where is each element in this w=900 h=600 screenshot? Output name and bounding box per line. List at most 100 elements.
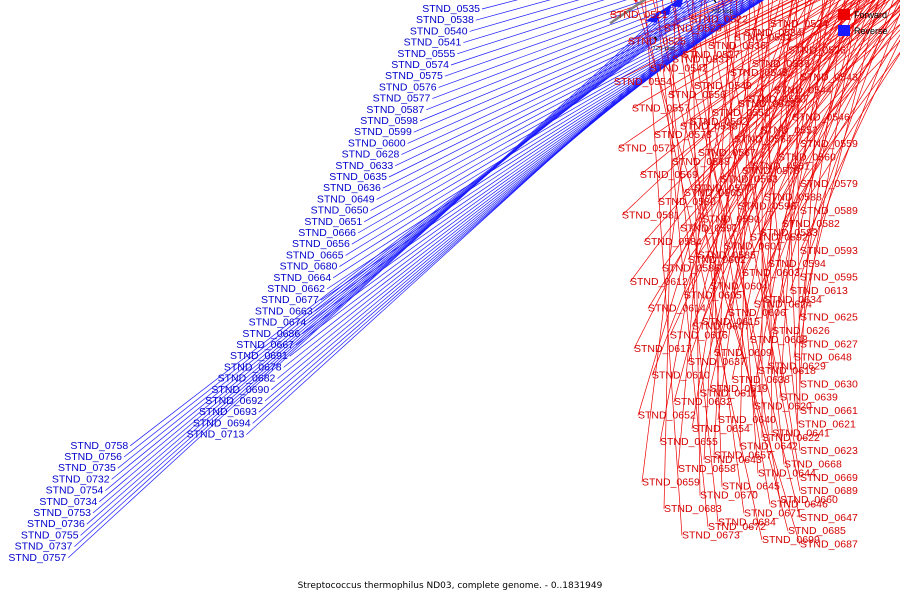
gene-label-stnd-0660: STND_0660	[780, 494, 838, 506]
gene-label-stnd-0524: STND_0524	[770, 18, 828, 30]
gene-label-stnd-0573: STND_0573	[654, 129, 712, 141]
leader-line-stnd-0587	[426, 0, 705, 111]
gene-label-stnd-0585: STND_0585	[698, 249, 756, 261]
gene-label-stnd-0578: STND_0578	[742, 165, 800, 177]
leader-line-stnd-0564	[733, 0, 900, 140]
leader-line-stnd-0582	[781, 34, 900, 225]
gene-label-stnd-0647: STND_0647	[800, 512, 858, 524]
gene-label-stnd-0629: STND_0629	[768, 361, 826, 373]
scale-tick-label: 700 kbp	[711, 9, 734, 15]
gene-label-stnd-0670: STND_0670	[700, 490, 758, 502]
gene-label-stnd-0646: STND_0646	[770, 499, 828, 511]
gene-label-stnd-0645: STND_0645	[722, 481, 780, 493]
gene-label-stnd-0662: STND_0662	[267, 283, 325, 295]
gene-label-stnd-0555: STND_0555	[397, 48, 455, 60]
gene-label-stnd-0635: STND_0635	[329, 171, 387, 183]
leader-line-stnd-0628	[401, 0, 739, 155]
leader-line-stnd-0630	[799, 0, 823, 385]
leader-line-stnd-0629	[767, 0, 832, 367]
leader-line-stnd-0669	[721, 0, 801, 478]
gene-label-stnd-0624: STND_0624	[754, 298, 812, 310]
leader-line-stnd-0560	[777, 29, 900, 158]
leader-line-stnd-0611	[699, 0, 794, 394]
leader-line-stnd-0689	[705, 0, 801, 492]
gene-label-stnd-0611: STND_0611	[700, 387, 757, 399]
leader-line-stnd-0662	[326, 0, 763, 290]
gene-label-stnd-0641: STND_0641	[772, 427, 830, 439]
gene-label-stnd-0576: STND_0576	[379, 81, 437, 93]
leader-line-stnd-0551	[711, 0, 875, 114]
leader-line-stnd-0734	[98, 0, 695, 503]
gene-label-stnd-0588: STND_0588	[764, 191, 822, 203]
leader-line-stnd-0660	[692, 0, 781, 501]
leader-line-stnd-0642	[739, 0, 751, 447]
gene-label-stnd-0628: STND_0628	[342, 149, 400, 161]
map-caption: Streptococcus thermophilus ND03, complet…	[298, 581, 603, 591]
gene-label-stnd-0654: STND_0654	[692, 423, 750, 435]
leader-line-stnd-0621	[781, 0, 799, 425]
gene-label-stnd-0619: STND_0619	[710, 383, 768, 395]
leader-line-stnd-0687	[634, 0, 801, 545]
gene-label-stnd-0608: STND_0608	[750, 334, 808, 346]
gene-label-stnd-0592: STND_0592	[750, 232, 808, 244]
gene-label-stnd-0674: STND_0674	[249, 317, 307, 329]
leader-line-stnd-0556	[667, 0, 832, 96]
leader-line-stnd-0637	[687, 0, 815, 363]
legend-swatch-reverse	[838, 25, 850, 36]
leader-line-stnd-0671	[673, 0, 745, 514]
gene-label-stnd-0756: STND_0756	[64, 451, 122, 463]
gene-label-stnd-0586: STND_0586	[662, 263, 720, 275]
gene-arrow-stnd-0687	[633, 0, 638, 3]
gene-label-stnd-0614: STND_0614	[648, 303, 706, 315]
gene-label-stnd-0644: STND_0644	[758, 467, 816, 479]
legend-swatch-forward	[838, 9, 850, 20]
gene-label-stnd-0732: STND_0732	[52, 473, 110, 485]
leader-line-stnd-0565	[683, 0, 880, 194]
gene-label-stnd-0574: STND_0574	[391, 59, 449, 71]
leader-line-stnd-0699	[640, 0, 763, 541]
gene-label-stnd-0558: STND_0558	[680, 120, 738, 132]
gene-label-stnd-0523: STND_0523	[664, 22, 722, 34]
leader-line-stnd-0661	[796, 0, 801, 412]
leader-line-stnd-0757	[67, 19, 656, 559]
gene-label-stnd-0595: STND_0595	[800, 272, 858, 284]
gene-label-stnd-0757: STND_0757	[8, 552, 66, 564]
leader-line-stnd-0732	[111, 0, 701, 480]
gene-label-stnd-0687: STND_0687	[800, 539, 858, 551]
leader-line-stnd-0555	[457, 0, 627, 55]
gene-label-stnd-0537: STND_0537	[672, 54, 730, 66]
gene-label-stnd-0589: STND_0589	[800, 205, 858, 217]
gene-label-stnd-0642: STND_0642	[740, 441, 798, 453]
gene-label-stnd-0666: STND_0666	[298, 227, 356, 239]
gene-label-stnd-0621: STND_0621	[798, 418, 856, 430]
leader-line-stnd-0665	[345, 0, 765, 256]
leader-line-stnd-0625	[799, 0, 880, 318]
gene-label-stnd-0627: STND_0627	[800, 338, 858, 350]
gene-label-stnd-0617: STND_0617	[634, 343, 692, 355]
leader-line-stnd-0641	[768, 0, 773, 434]
gene-label-stnd-0616: STND_0616	[670, 329, 728, 341]
leader-line-stnd-0684	[661, 0, 719, 523]
leader-line-stnd-0576	[438, 0, 680, 88]
gene-label-stnd-0594: STND_0594	[768, 258, 826, 270]
leader-line-stnd-0737	[74, 11, 668, 547]
leader-line-stnd-0614	[647, 0, 836, 309]
leader-line-stnd-0527	[681, 0, 796, 56]
gene-label-stnd-0685: STND_0685	[788, 525, 846, 537]
scale-tick-mark	[653, 36, 658, 41]
gene-label-stnd-0521: STND_0521	[610, 9, 668, 21]
legend-label-forward: Forward	[854, 10, 887, 20]
leader-line-stnd-0758	[129, 0, 710, 447]
leader-line-stnd-0627	[799, 0, 859, 345]
gene-label-stnd-0682: STND_0682	[218, 373, 276, 385]
gene-label-stnd-0562: STND_0562	[690, 116, 748, 128]
gene-label-stnd-0546: STND_0546	[792, 111, 850, 123]
leader-line-stnd-0735	[117, 0, 704, 469]
leader-line-stnd-0612	[629, 0, 841, 283]
leader-line-stnd-0575	[444, 0, 664, 77]
gene-label-stnd-0560: STND_0560	[778, 151, 836, 163]
gene-label-stnd-0649: STND_0649	[317, 193, 375, 205]
leader-line-stnd-0668	[735, 0, 785, 465]
gene-label-stnd-0606: STND_0606	[728, 307, 786, 319]
